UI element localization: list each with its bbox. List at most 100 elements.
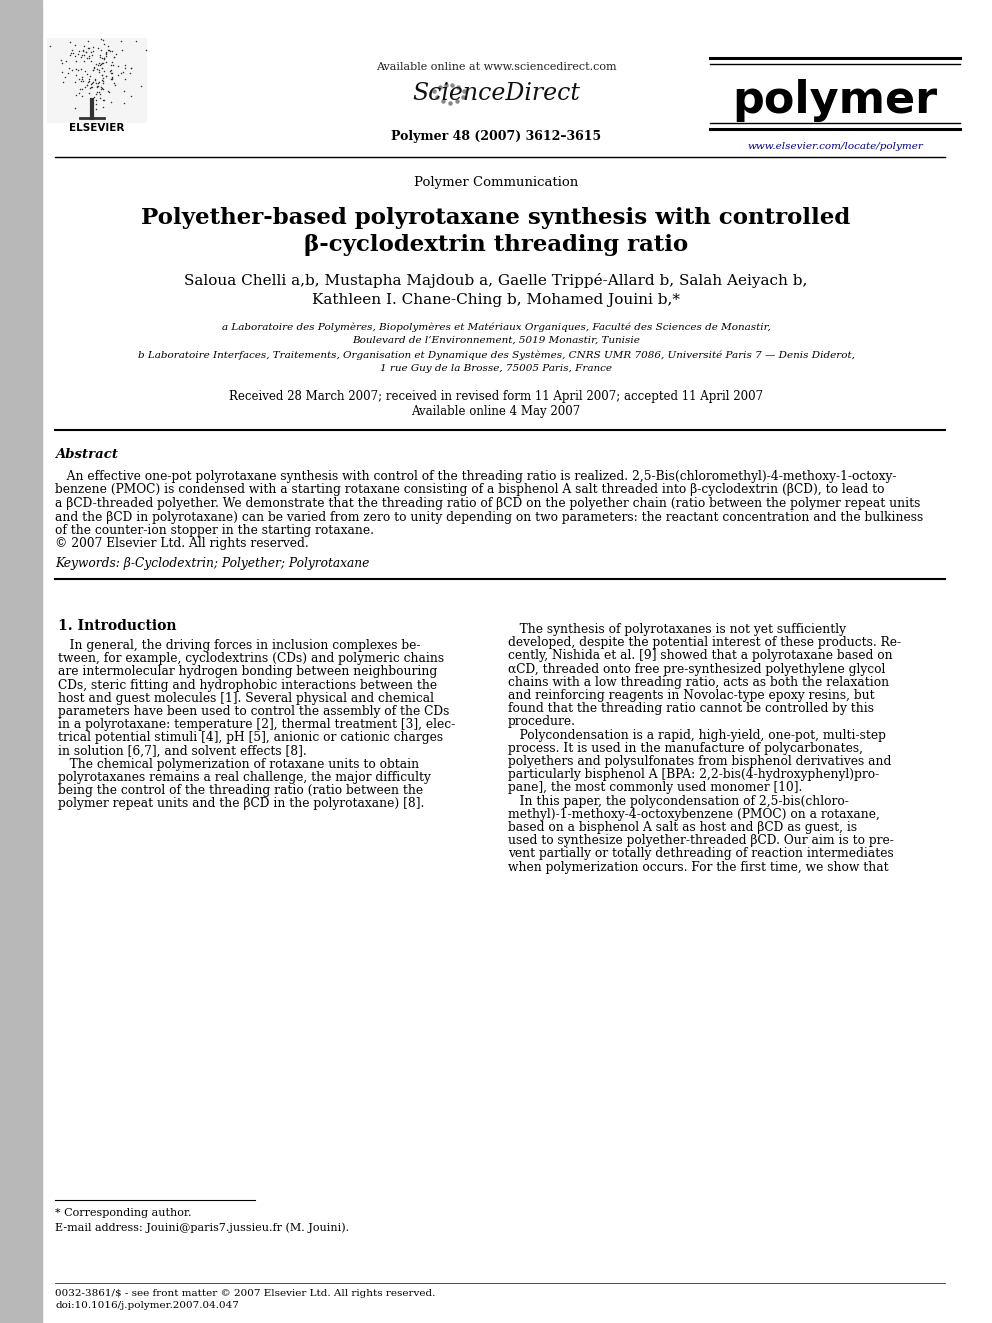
Point bbox=[93, 28, 109, 49]
Point bbox=[93, 69, 109, 90]
Point bbox=[96, 60, 112, 81]
Point bbox=[108, 44, 124, 65]
Point bbox=[68, 85, 84, 106]
Point bbox=[92, 46, 108, 67]
Point bbox=[106, 73, 122, 94]
Text: Saloua Chelli a,b, Mustapha Majdoub a, Gaelle Trippé-Allard b, Salah Aeiyach b,: Saloua Chelli a,b, Mustapha Majdoub a, G… bbox=[185, 273, 807, 288]
Point bbox=[100, 81, 116, 102]
Point bbox=[87, 90, 103, 111]
Text: © 2007 Elsevier Ltd. All rights reserved.: © 2007 Elsevier Ltd. All rights reserved… bbox=[55, 537, 309, 550]
Point bbox=[90, 37, 106, 58]
Point bbox=[81, 45, 97, 66]
Text: vent partially or totally dethreading of reaction intermediates: vent partially or totally dethreading of… bbox=[508, 848, 894, 860]
Point bbox=[74, 71, 90, 93]
Text: CDs, steric fitting and hydrophobic interactions between the: CDs, steric fitting and hydrophobic inte… bbox=[58, 679, 437, 692]
Point bbox=[83, 44, 99, 65]
Point bbox=[92, 77, 108, 98]
Point bbox=[72, 46, 88, 67]
Point bbox=[71, 83, 87, 105]
Point bbox=[79, 64, 95, 85]
Point bbox=[103, 69, 119, 90]
Text: Boulevard de l’Environnement, 5019 Monastir, Tunisie: Boulevard de l’Environnement, 5019 Monas… bbox=[352, 336, 640, 345]
Point bbox=[63, 40, 79, 61]
Point bbox=[87, 99, 103, 120]
Point bbox=[106, 46, 122, 67]
Point bbox=[80, 37, 96, 58]
Text: Polymer Communication: Polymer Communication bbox=[414, 176, 578, 189]
Point bbox=[76, 36, 92, 57]
Point bbox=[58, 50, 73, 71]
Point bbox=[78, 41, 94, 62]
Point bbox=[76, 77, 92, 98]
Point bbox=[96, 48, 112, 69]
Point bbox=[113, 30, 129, 52]
Point bbox=[95, 90, 111, 111]
Text: 1. Introduction: 1. Introduction bbox=[58, 619, 177, 632]
Point bbox=[103, 62, 119, 83]
Point bbox=[62, 57, 77, 78]
Point bbox=[78, 42, 94, 64]
Point bbox=[95, 71, 111, 93]
Point bbox=[62, 45, 77, 66]
Point bbox=[95, 78, 111, 99]
Point bbox=[104, 41, 120, 62]
Point bbox=[90, 75, 106, 97]
Point bbox=[83, 42, 99, 64]
Point bbox=[105, 54, 121, 75]
Point bbox=[97, 52, 113, 73]
Point bbox=[70, 60, 86, 81]
Text: Polyether-based polyrotaxane synthesis with controlled: Polyether-based polyrotaxane synthesis w… bbox=[142, 206, 850, 229]
Point bbox=[117, 58, 133, 79]
Text: used to synthesize polyether-threaded βCD. Our aim is to pre-: used to synthesize polyether-threaded βC… bbox=[508, 835, 894, 847]
Point bbox=[83, 73, 99, 94]
Text: * Corresponding author.: * Corresponding author. bbox=[55, 1208, 191, 1218]
Point bbox=[83, 50, 99, 71]
Point bbox=[72, 79, 88, 101]
Point bbox=[106, 46, 122, 67]
Point bbox=[81, 37, 97, 58]
Point bbox=[92, 83, 108, 105]
Text: a βCD-threaded polyether. We demonstrate that the threading ratio of βCD on the : a βCD-threaded polyether. We demonstrate… bbox=[55, 497, 921, 509]
Text: b Laboratoire Interfaces, Traitements, Organisation et Dynamique des Systèmes, C: b Laboratoire Interfaces, Traitements, O… bbox=[138, 351, 854, 360]
Point bbox=[87, 53, 103, 74]
Text: Keywords: β-Cyclodextrin; Polyether; Polyrotaxane: Keywords: β-Cyclodextrin; Polyether; Pol… bbox=[55, 557, 369, 570]
Text: a Laboratoire des Polymères, Biopolymères et Matériaux Organiques, Faculté des S: a Laboratoire des Polymères, Biopolymère… bbox=[221, 323, 771, 332]
Point bbox=[66, 98, 82, 119]
Point bbox=[86, 70, 102, 91]
Text: and the βCD in polyrotaxane) can be varied from zero to unity depending on two p: and the βCD in polyrotaxane) can be vari… bbox=[55, 511, 924, 524]
Point bbox=[96, 33, 112, 54]
Point bbox=[97, 42, 113, 64]
Point bbox=[85, 56, 101, 77]
Text: In this paper, the polycondensation of 2,5-bis(chloro-: In this paper, the polycondensation of 2… bbox=[508, 795, 849, 807]
Point bbox=[96, 49, 112, 70]
Point bbox=[102, 54, 118, 75]
Point bbox=[95, 97, 111, 118]
Text: trical potential stimuli [4], pH [5], anionic or cationic charges: trical potential stimuli [4], pH [5], an… bbox=[58, 732, 443, 745]
Point bbox=[94, 58, 110, 79]
Point bbox=[68, 58, 84, 79]
Point bbox=[95, 48, 111, 69]
Point bbox=[83, 77, 99, 98]
Point bbox=[104, 67, 120, 89]
Point bbox=[93, 54, 109, 75]
Point bbox=[79, 48, 95, 69]
Point bbox=[103, 60, 119, 81]
Point bbox=[73, 78, 89, 99]
Point bbox=[71, 69, 87, 90]
Point bbox=[115, 61, 131, 82]
Point bbox=[100, 38, 116, 60]
Point bbox=[91, 53, 107, 74]
Point bbox=[75, 41, 91, 62]
Point bbox=[74, 66, 90, 87]
Point bbox=[104, 62, 120, 83]
Point bbox=[85, 41, 101, 62]
Text: host and guest molecules [1]. Several physical and chemical: host and guest molecules [1]. Several ph… bbox=[58, 692, 434, 705]
Point bbox=[123, 57, 139, 78]
Point bbox=[89, 77, 105, 98]
Text: 1 rue Guy de la Brosse, 75005 Paris, France: 1 rue Guy de la Brosse, 75005 Paris, Fra… bbox=[380, 364, 612, 373]
Point bbox=[102, 40, 118, 61]
Text: chains with a low threading ratio, acts as both the relaxation: chains with a low threading ratio, acts … bbox=[508, 676, 889, 689]
Point bbox=[76, 45, 92, 66]
Point bbox=[58, 66, 73, 87]
Point bbox=[88, 83, 104, 105]
